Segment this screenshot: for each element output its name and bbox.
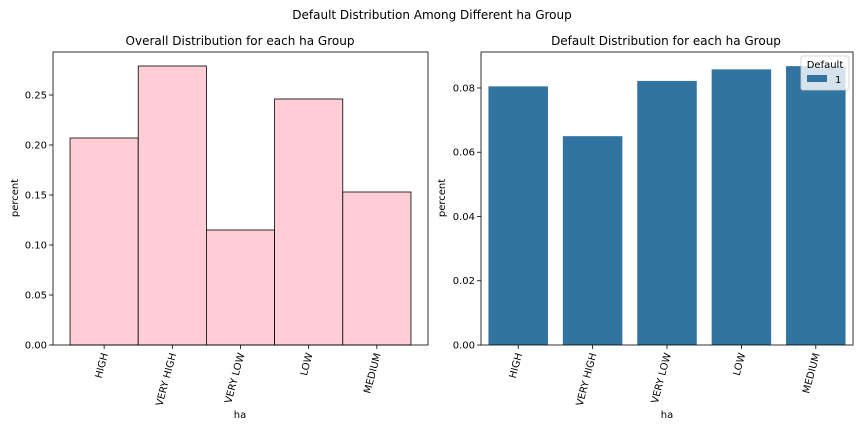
y-tick-label: 0.25 — [25, 91, 47, 102]
x-tick-label: MEDIUM — [801, 352, 822, 395]
bar-very-high — [137, 65, 207, 346]
x-tick-label: VERY LOW — [223, 352, 247, 405]
y-tick-label: 0.00 — [25, 341, 47, 352]
bar-very-low — [637, 80, 697, 345]
x-tick-label: VERY HIGH — [154, 352, 179, 407]
chart-overall-distribution: Overall Distribution for each ha Group h… — [10, 34, 429, 421]
chart-title: Default Distribution for each ha Group — [551, 34, 781, 48]
bar-low — [711, 69, 772, 345]
legend-swatch — [807, 75, 827, 82]
figure-suptitle: Default Distribution Among Different ha … — [292, 8, 571, 22]
y-axis-label: percent — [10, 179, 21, 217]
y-tick-label: 0.10 — [25, 241, 47, 252]
y-tick-label: 0.02 — [453, 276, 475, 287]
x-tick-label: LOW — [299, 352, 316, 377]
y-tick-label: 0.15 — [25, 191, 47, 202]
x-tick-label: VERY HIGH — [575, 352, 600, 407]
legend-label: 1 — [835, 75, 841, 86]
bar-medium — [342, 191, 412, 346]
y-tick-label: 0.06 — [453, 148, 475, 159]
x-tick-label: VERY LOW — [650, 352, 674, 405]
chart-title: Overall Distribution for each ha Group — [126, 34, 355, 48]
x-axis-label: ha — [234, 410, 246, 421]
x-tick-label: MEDIUM — [362, 352, 383, 395]
y-tick-label: 0.20 — [25, 141, 47, 152]
y-tick-label: 0.00 — [453, 341, 475, 352]
x-axis-label: ha — [661, 410, 673, 421]
y-axis-label: percent — [437, 179, 448, 217]
y-tick-label: 0.08 — [453, 83, 475, 94]
legend-title: Default — [807, 60, 844, 71]
y-tick-label: 0.04 — [453, 212, 475, 223]
bar-very-high — [562, 136, 623, 345]
bar-high — [69, 137, 139, 346]
bar-very-low — [206, 229, 275, 346]
x-tick-label: LOW — [732, 352, 749, 377]
chart-default-distribution: Default Distribution for each ha Group h… — [437, 34, 854, 421]
bar-high — [488, 86, 548, 345]
bar-low — [274, 98, 344, 346]
x-tick-label: HIGH — [508, 352, 525, 380]
x-tick-label: HIGH — [94, 352, 111, 380]
bar-medium — [786, 66, 846, 346]
y-tick-label: 0.05 — [25, 291, 47, 302]
